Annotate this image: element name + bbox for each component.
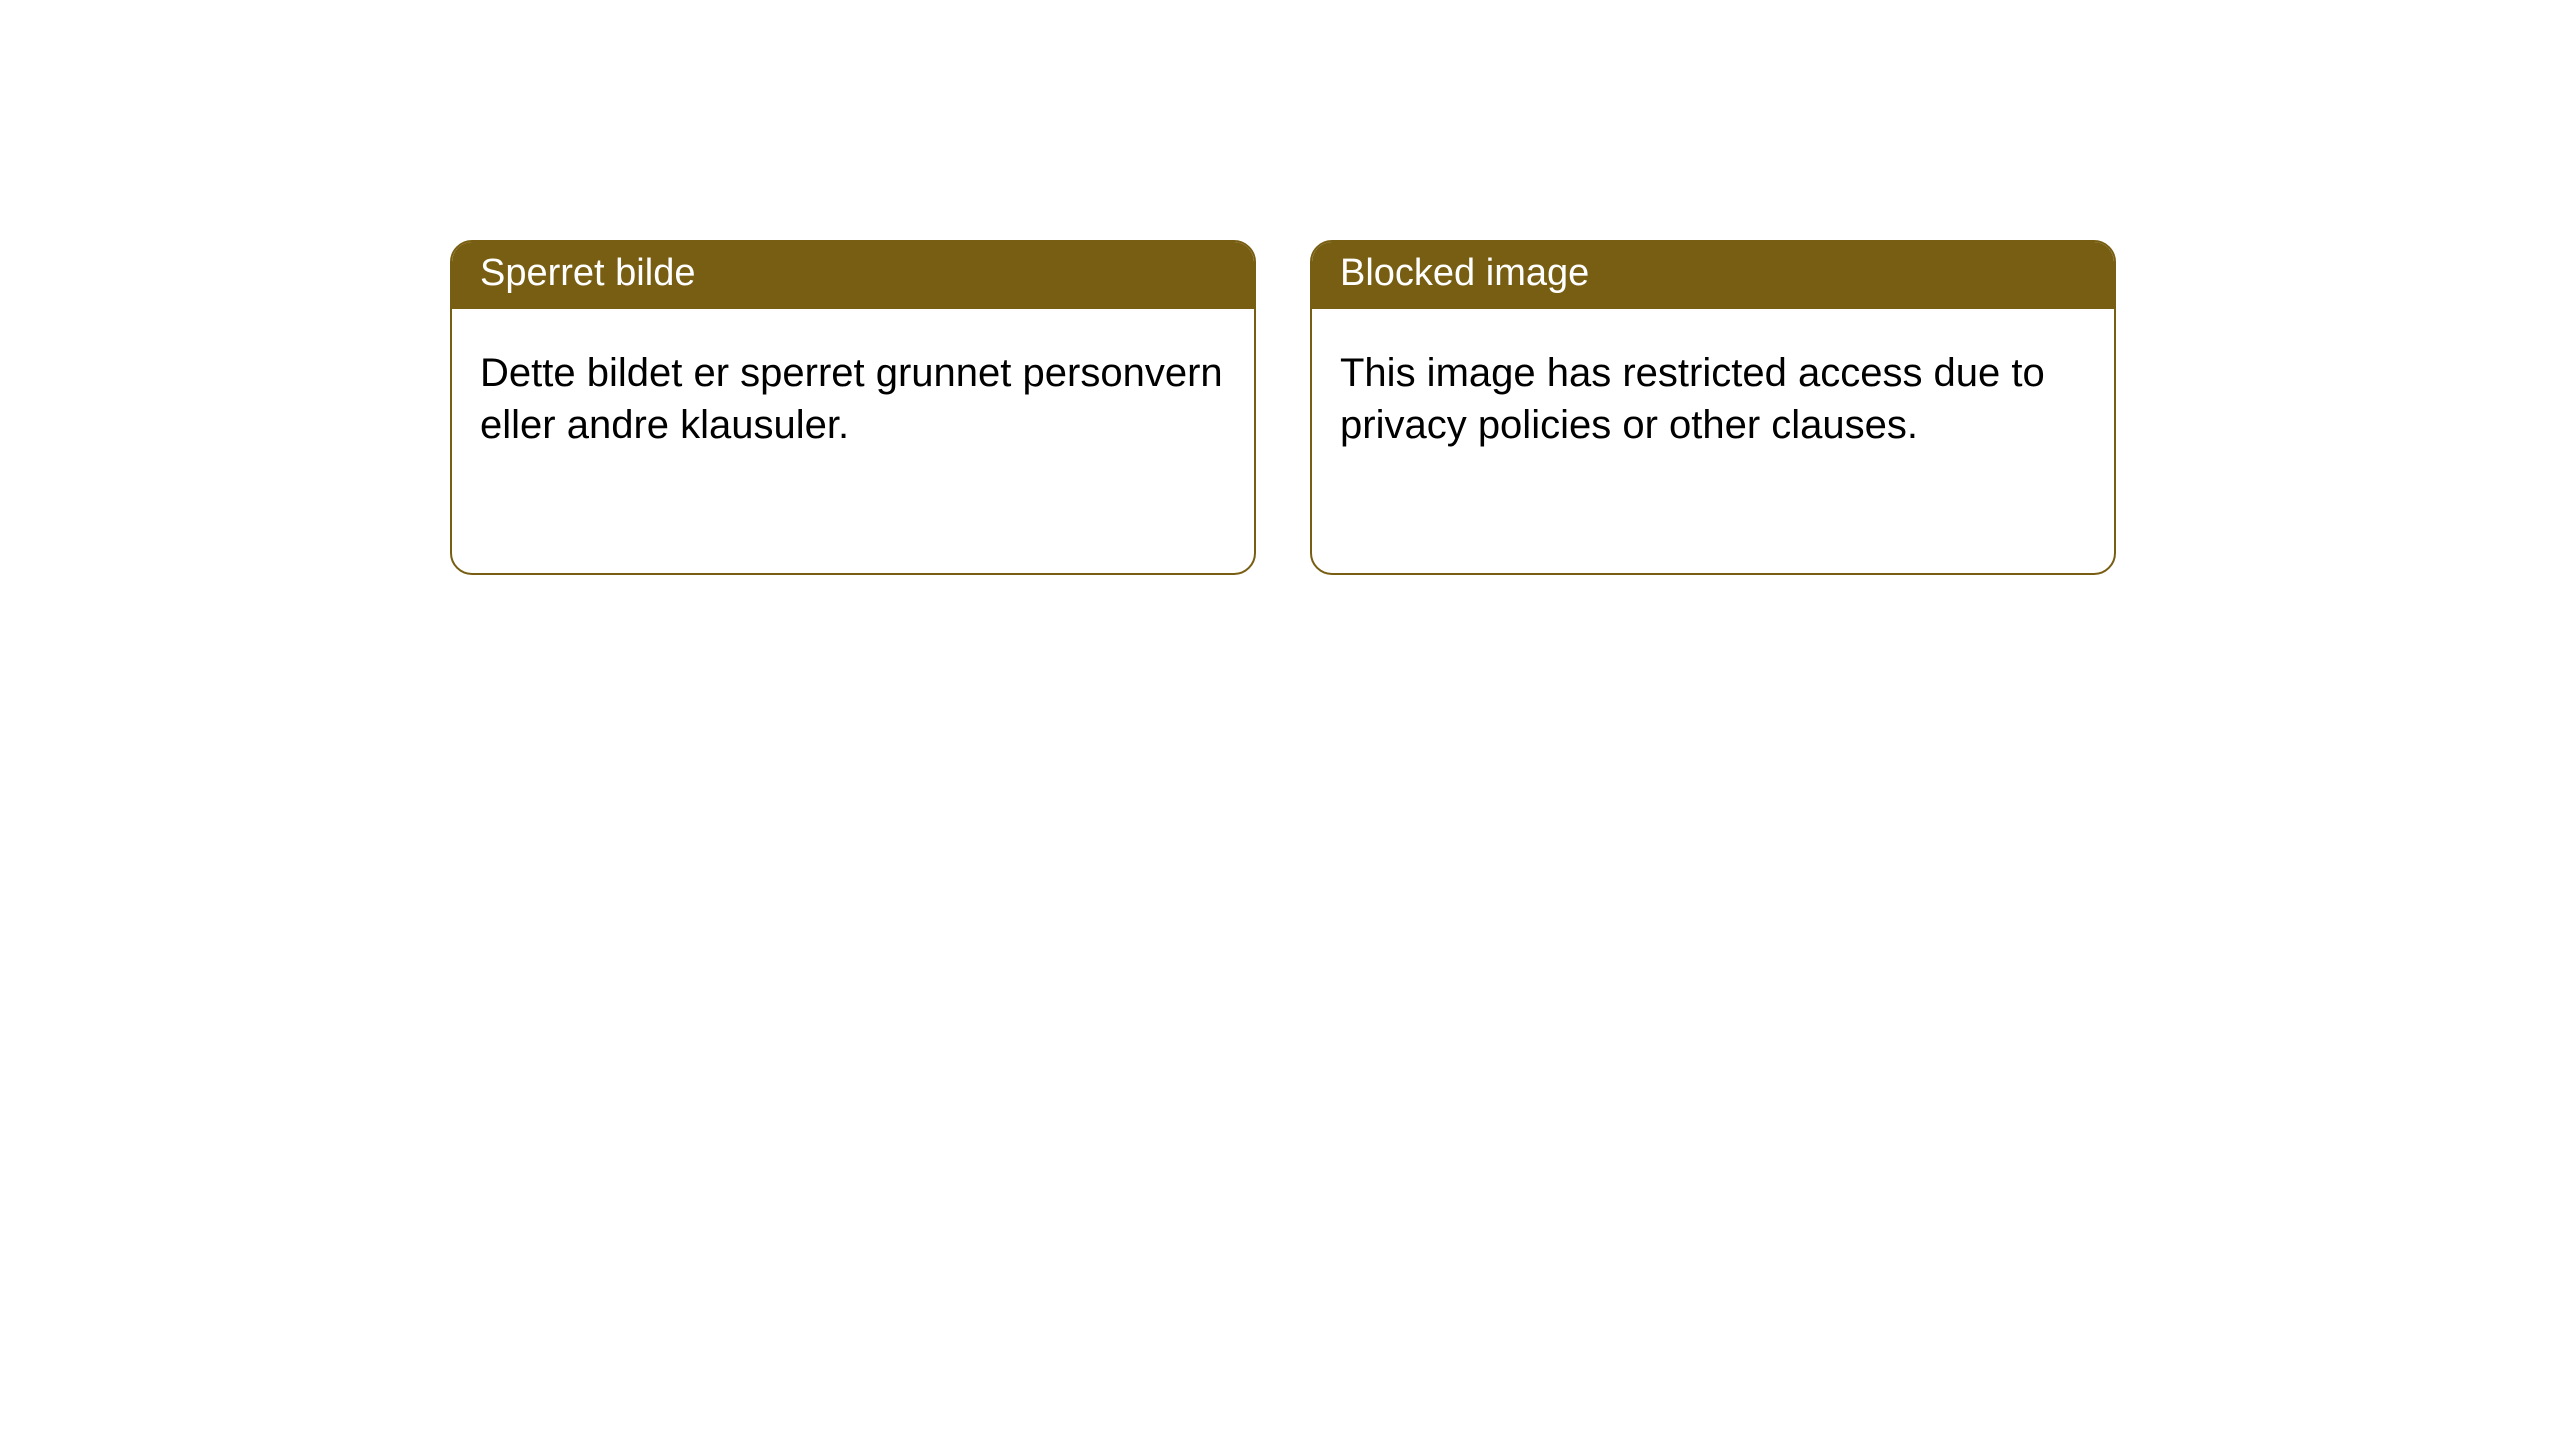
notice-container: Sperret bilde Dette bildet er sperret gr…	[0, 0, 2560, 575]
notice-message: This image has restricted access due to …	[1340, 351, 2045, 447]
notice-card-norwegian: Sperret bilde Dette bildet er sperret gr…	[450, 240, 1256, 575]
notice-header: Sperret bilde	[452, 242, 1254, 309]
notice-body: Dette bildet er sperret grunnet personve…	[452, 309, 1254, 489]
notice-header: Blocked image	[1312, 242, 2114, 309]
notice-title: Blocked image	[1340, 252, 1589, 294]
notice-title: Sperret bilde	[480, 252, 695, 294]
notice-message: Dette bildet er sperret grunnet personve…	[480, 351, 1223, 447]
notice-card-english: Blocked image This image has restricted …	[1310, 240, 2116, 575]
notice-body: This image has restricted access due to …	[1312, 309, 2114, 489]
